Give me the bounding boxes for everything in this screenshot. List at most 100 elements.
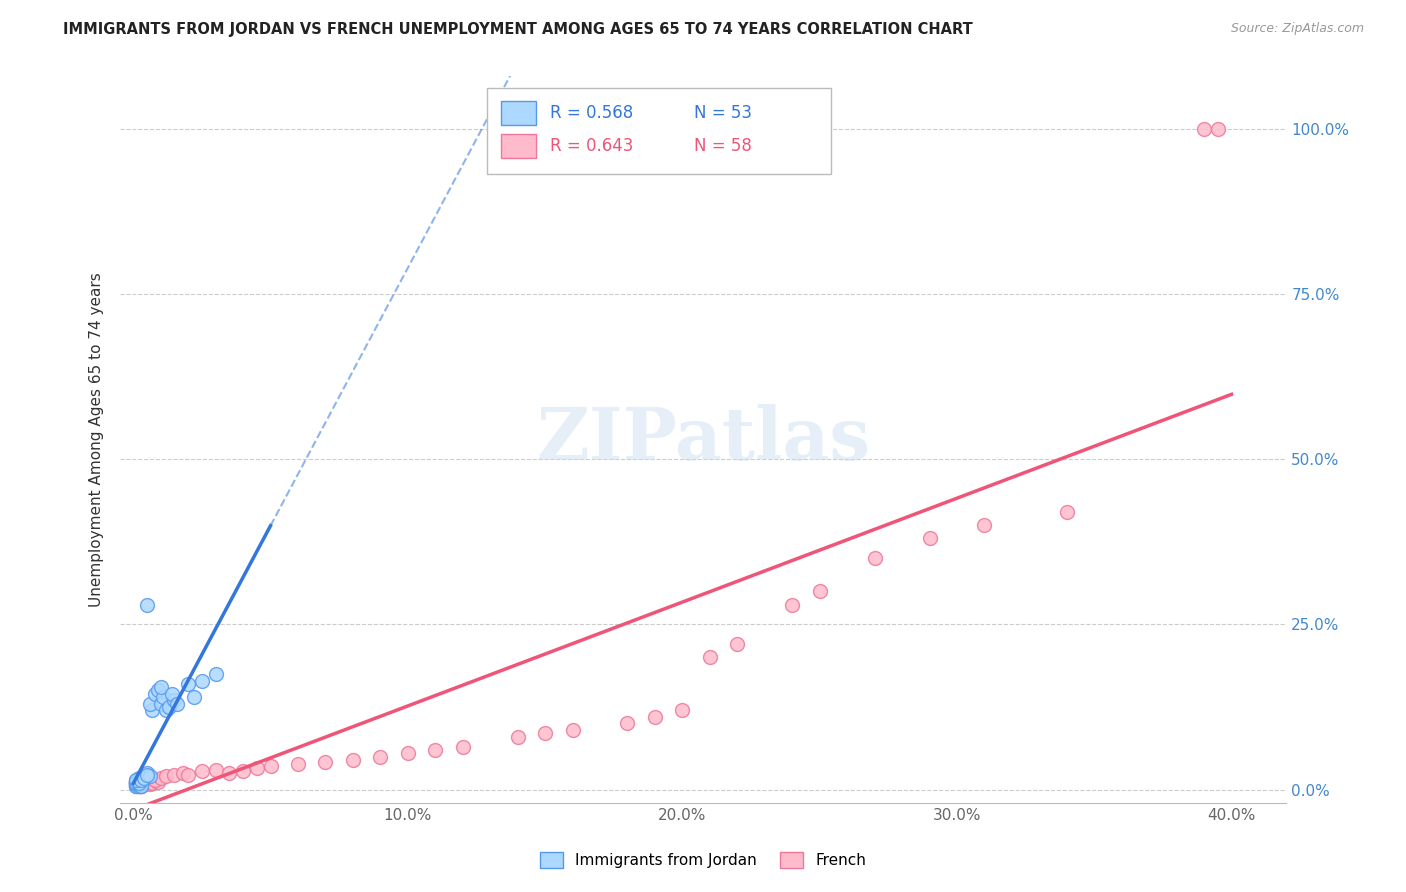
Point (131, 772, 153, 787)
Point (131, 776, 153, 790)
Point (125, 772, 148, 787)
Point (136, 598, 159, 612)
Point (166, 697, 188, 711)
Point (125, 774, 148, 789)
Point (183, 690, 205, 704)
Point (138, 774, 160, 789)
Text: ZIPatlas: ZIPatlas (536, 404, 870, 475)
Point (146, 683, 169, 698)
Bar (501, 134, 536, 158)
Point (149, 771, 172, 785)
Point (125, 777, 148, 791)
Point (370, 749, 392, 764)
Point (561, 723, 583, 737)
Point (131, 772, 153, 787)
Point (125, 774, 148, 789)
Text: N = 58: N = 58 (693, 137, 752, 155)
Point (725, 637, 748, 651)
Point (780, 598, 803, 612)
Point (128, 779, 150, 793)
Point (218, 766, 240, 780)
Point (131, 779, 153, 793)
Point (134, 774, 156, 789)
Point (191, 764, 214, 778)
Point (125, 774, 148, 789)
Point (125, 779, 148, 793)
Text: N = 53: N = 53 (693, 103, 752, 121)
Point (157, 700, 180, 714)
Point (141, 776, 163, 790)
Point (128, 771, 150, 785)
Point (128, 777, 150, 791)
Point (125, 776, 148, 790)
Point (131, 772, 153, 787)
Point (155, 703, 177, 717)
Point (131, 779, 153, 793)
Point (131, 777, 153, 791)
Point (863, 551, 886, 566)
Point (131, 776, 153, 790)
Point (204, 763, 226, 777)
Point (136, 772, 159, 787)
Point (125, 776, 148, 790)
Point (125, 779, 148, 793)
Point (143, 772, 166, 787)
Point (163, 768, 186, 782)
Point (134, 777, 156, 791)
Point (136, 768, 159, 782)
Text: IMMIGRANTS FROM JORDAN VS FRENCH UNEMPLOYMENT AMONG AGES 65 TO 74 YEARS CORRELAT: IMMIGRANTS FROM JORDAN VS FRENCH UNEMPLO… (63, 22, 973, 37)
Bar (486, 88, 831, 174)
Point (131, 779, 153, 793)
Point (808, 584, 831, 599)
Point (134, 769, 156, 783)
Point (131, 779, 153, 793)
Point (671, 703, 693, 717)
Point (128, 779, 150, 793)
Legend: Immigrants from Jordan, French: Immigrants from Jordan, French (540, 852, 866, 868)
Text: Source: ZipAtlas.com: Source: ZipAtlas.com (1230, 22, 1364, 36)
Point (125, 772, 148, 787)
Point (131, 777, 153, 791)
Point (134, 771, 156, 785)
Point (128, 779, 150, 793)
Point (138, 777, 160, 791)
Point (155, 769, 177, 783)
Point (918, 532, 941, 546)
Y-axis label: Unemployment Among Ages 65 to 74 years: Unemployment Among Ages 65 to 74 years (89, 272, 104, 607)
Point (128, 776, 150, 790)
Point (1192, 121, 1215, 136)
Point (1056, 505, 1078, 519)
Point (128, 777, 150, 791)
Point (125, 779, 148, 793)
Point (534, 726, 557, 740)
Point (177, 768, 200, 782)
Bar (501, 101, 536, 125)
Point (259, 759, 281, 773)
Point (128, 779, 150, 793)
Point (128, 774, 150, 789)
Point (160, 687, 183, 701)
Point (138, 697, 160, 711)
Point (163, 693, 186, 707)
Point (136, 766, 159, 780)
Point (128, 777, 150, 791)
Point (128, 777, 150, 791)
Point (141, 703, 163, 717)
Point (125, 774, 148, 789)
Point (314, 755, 336, 769)
Text: R = 0.643: R = 0.643 (550, 137, 634, 155)
Point (451, 739, 474, 754)
Point (134, 776, 156, 790)
Point (973, 518, 995, 533)
Text: R = 0.568: R = 0.568 (550, 103, 633, 121)
Point (143, 772, 166, 787)
Point (425, 743, 447, 757)
Point (128, 776, 150, 790)
Point (152, 690, 174, 704)
Point (506, 730, 529, 744)
Point (128, 776, 150, 790)
Point (138, 769, 160, 783)
Point (131, 772, 153, 787)
Point (191, 673, 214, 688)
Point (125, 777, 148, 791)
